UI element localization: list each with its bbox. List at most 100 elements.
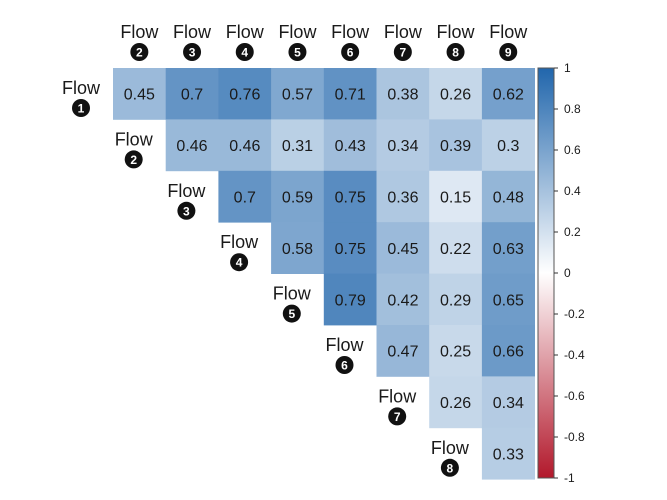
cell-r7-c8 (429, 376, 483, 429)
cell-r8-c9 (481, 427, 535, 480)
row-label-3: Flow 3 (167, 181, 206, 220)
row-label-8-badge (440, 458, 459, 477)
cell-r3-c7 (376, 170, 430, 223)
column-label-4-badge (235, 43, 254, 61)
cell-r2-c8 (429, 119, 483, 172)
row-label-5-text: Flow (273, 284, 312, 304)
column-label-7-badge (393, 43, 412, 61)
cell-r6-c9 (481, 325, 535, 377)
cell-value-r3-c7: 0.36 (387, 190, 418, 207)
column-label-6-badge (341, 43, 360, 61)
cell-r3-c8 (429, 170, 483, 223)
row-label-3-text: Flow (167, 181, 206, 201)
column-label-7-text: Flow (384, 22, 423, 42)
column-label-2-badge (130, 43, 149, 61)
cell-r1-c3 (165, 68, 219, 120)
column-label-5-text: Flow (278, 22, 317, 42)
column-label-3-badge (183, 43, 202, 61)
row-label-6-text: Flow (325, 335, 364, 355)
column-label-2-badge-number: 2 (136, 46, 143, 60)
column-label-7-badge-number: 7 (400, 46, 407, 60)
cell-r7-c9 (481, 376, 535, 429)
row-label-1-text: Flow (62, 78, 101, 98)
cell-value-r1-c2: 0.45 (124, 87, 155, 104)
column-label-9: Flow 9 (489, 22, 528, 61)
row-label-5-badge (282, 304, 301, 323)
colorbar-tick-label: 1 (564, 61, 571, 75)
cell-r5-c7 (376, 273, 430, 326)
column-label-2-text: Flow (120, 22, 159, 42)
cell-value-r2-c8: 0.39 (440, 138, 471, 155)
colorbar-tick-label: -1 (564, 471, 575, 485)
row-label-8-text: Flow (431, 438, 470, 458)
row-label-7: Flow 7 (378, 386, 417, 426)
column-label-2: Flow 2 (120, 22, 159, 61)
column-label-9-badge-number: 9 (505, 46, 512, 60)
cell-r5-c6 (323, 273, 377, 326)
cell-r2-c7 (376, 119, 430, 172)
column-label-7: Flow 7 (384, 22, 423, 61)
cell-value-r1-c9: 0.62 (493, 87, 524, 104)
column-label-3-badge-number: 3 (189, 46, 196, 60)
cell-value-r2-c5: 0.31 (282, 138, 313, 155)
cell-r3-c6 (323, 170, 377, 223)
cell-value-r7-c8: 0.26 (440, 395, 471, 412)
row-label-3-badge (177, 201, 196, 220)
cell-r4-c7 (376, 222, 430, 274)
row-label-4: Flow 4 (220, 232, 259, 272)
row-label-7-badge (388, 407, 407, 426)
cell-r4-c9 (481, 222, 535, 274)
colorbar-tick-label: 0.8 (564, 102, 581, 116)
cell-value-r3-c4: 0.7 (234, 190, 256, 207)
column-label-4-text: Flow (226, 22, 265, 42)
cell-value-r3-c9: 0.48 (493, 190, 524, 207)
cell-value-r4-c8: 0.22 (440, 241, 471, 258)
cell-value-r7-c9: 0.34 (493, 395, 524, 412)
row-label-6-badge-number: 6 (341, 359, 348, 373)
column-label-8-badge (446, 43, 465, 61)
row-label-1-badge (72, 99, 90, 117)
row-label-2: Flow 2 (115, 129, 154, 169)
cell-r4-c8 (429, 222, 483, 274)
row-label-1-badge-number: 1 (78, 102, 85, 116)
cell-value-r1-c4: 0.76 (229, 87, 260, 104)
cell-r1-c4 (218, 68, 272, 120)
cell-value-r6-c9: 0.66 (493, 344, 524, 361)
colorbar (537, 67, 555, 479)
column-label-5: Flow 5 (278, 22, 317, 61)
cell-r2-c3 (165, 119, 219, 172)
column-label-5-badge (288, 43, 307, 61)
row-label-6: Flow 6 (325, 335, 364, 374)
cell-r2-c9 (481, 119, 535, 172)
colorbar-tick-label: 0.4 (564, 184, 581, 198)
row-label-4-badge-number: 4 (236, 256, 243, 270)
cell-value-r3-c5: 0.59 (282, 190, 313, 207)
row-label-4-badge (230, 253, 249, 272)
column-label-3: Flow 3 (173, 22, 212, 61)
cell-value-r6-c7: 0.47 (387, 344, 418, 361)
cell-r1-c6 (323, 68, 377, 120)
column-label-9-text: Flow (489, 22, 528, 42)
cell-r3-c5 (271, 170, 325, 223)
cell-r5-c8 (429, 273, 483, 326)
cell-r3-c4 (218, 170, 272, 223)
cell-r6-c8 (429, 325, 483, 377)
cell-r2-c6 (323, 119, 377, 172)
cell-r5-c9 (481, 273, 535, 326)
column-label-6-text: Flow (331, 22, 370, 42)
column-label-8: Flow 8 (437, 22, 476, 61)
row-label-8-badge-number: 8 (447, 461, 454, 475)
row-label-7-text: Flow (378, 386, 417, 406)
cell-value-r3-c8: 0.15 (440, 190, 471, 207)
cell-r1-c8 (429, 68, 483, 120)
cell-r1-c2 (113, 68, 167, 120)
cell-value-r4-c9: 0.63 (493, 241, 524, 258)
cell-value-r4-c7: 0.45 (387, 241, 418, 258)
column-label-6: Flow 6 (331, 22, 370, 61)
row-label-2-badge (124, 150, 143, 169)
column-label-8-text: Flow (437, 22, 476, 42)
cell-value-r1-c8: 0.26 (440, 87, 471, 104)
column-label-8-badge-number: 8 (452, 46, 459, 60)
colorbar-tick-label: -0.2 (564, 307, 585, 321)
